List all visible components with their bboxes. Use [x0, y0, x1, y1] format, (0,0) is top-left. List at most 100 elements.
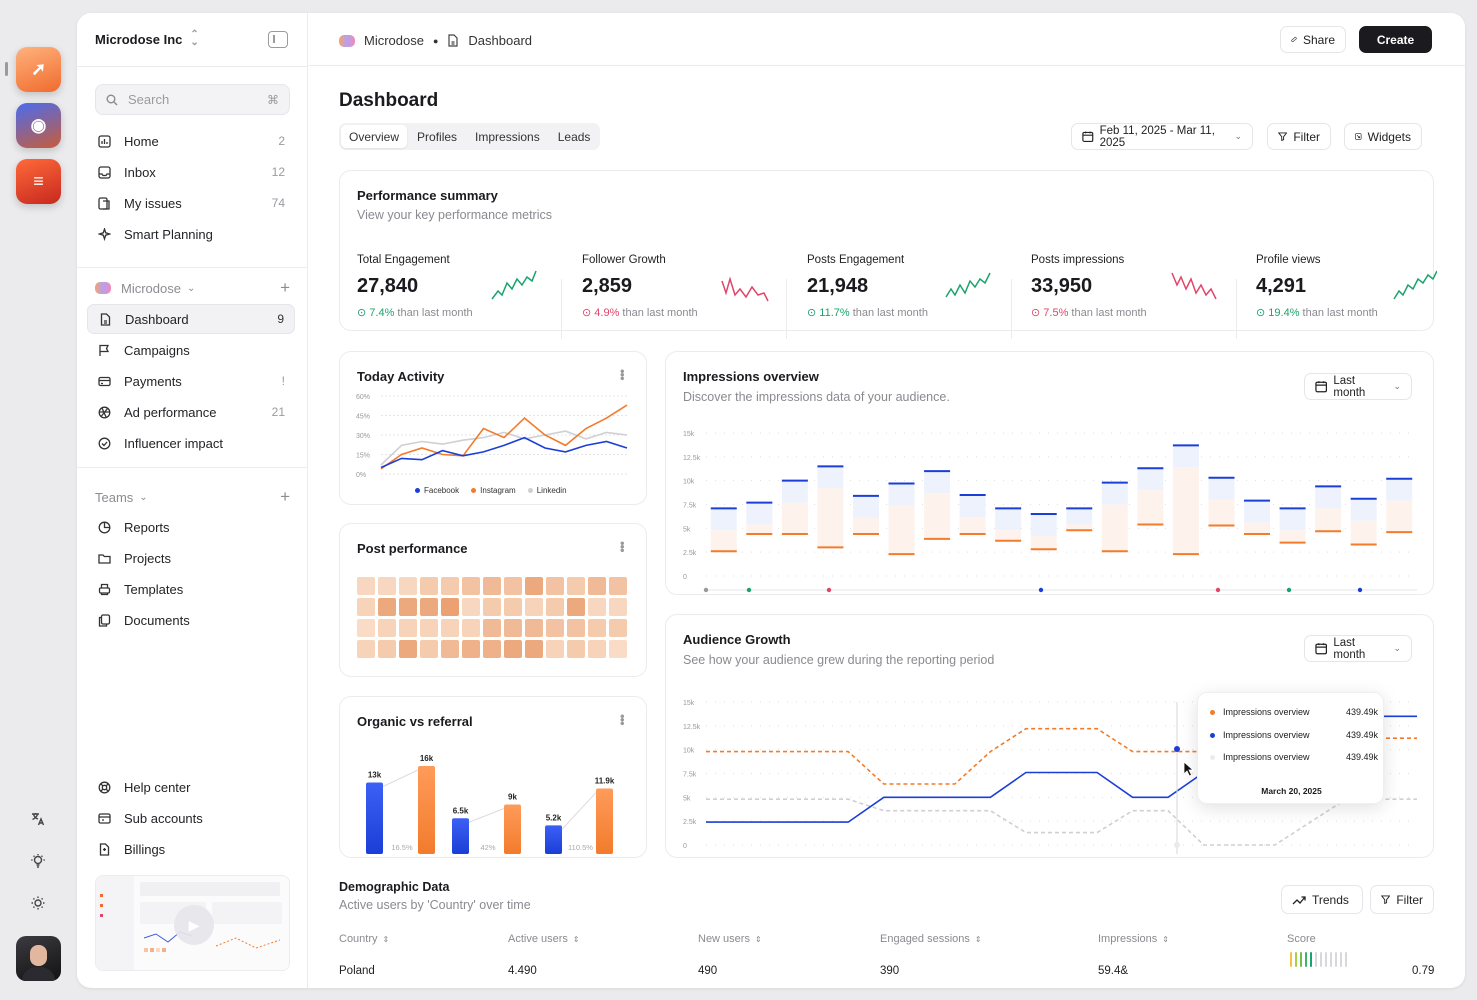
nav-payments[interactable]: Payments ! — [87, 366, 295, 396]
search-icon — [106, 94, 118, 105]
card-subtitle: Discover the impressions data of your au… — [683, 390, 950, 404]
heatmap-cell — [420, 619, 438, 637]
heatmap-cell — [483, 640, 501, 658]
heatmap-cell — [399, 640, 417, 658]
column-impressions[interactable]: Impressions ⇕ — [1098, 933, 1169, 945]
share-button[interactable]: Share — [1280, 26, 1346, 53]
heatmap-cell — [441, 640, 459, 658]
user-avatar[interactable] — [16, 936, 61, 981]
app-window: Microdose Inc ⌃ ⌄ Search ⌘ Home 2 Inbox 1… — [77, 13, 1465, 988]
lightbulb-icon[interactable] — [26, 849, 50, 873]
nav-inbox[interactable]: Inbox 12 — [87, 157, 295, 187]
column-country[interactable]: Country ⇕ — [339, 933, 389, 945]
nav-label: Sub accounts — [124, 810, 203, 826]
date-range-picker[interactable]: Feb 11, 2025 - Mar 11, 2025 ⌄ — [1071, 123, 1253, 150]
tab-impressions[interactable]: Impressions — [475, 129, 540, 144]
nav-smart-planning[interactable]: Smart Planning — [87, 219, 295, 249]
nav-help-center[interactable]: Help center — [87, 772, 295, 802]
filter-icon — [1381, 895, 1391, 905]
more-options-icon[interactable]: ••• — [615, 541, 630, 552]
demographic-subtitle: Active users by 'Country' over time — [339, 898, 531, 912]
app-compass-icon[interactable]: ◉ — [16, 103, 61, 148]
nav-billings[interactable]: Billings — [87, 834, 295, 864]
tab-profiles[interactable]: Profiles — [417, 129, 458, 144]
translate-icon[interactable] — [26, 807, 50, 831]
nav-documents[interactable]: Documents — [87, 605, 295, 635]
impressions-range-select[interactable]: Last month ⌄ — [1304, 373, 1412, 400]
range-fill-blue — [995, 508, 1022, 531]
nav-sub-accounts[interactable]: Sub accounts — [87, 803, 295, 833]
share-label: Share — [1302, 32, 1335, 47]
trends-button[interactable]: Trends — [1281, 885, 1363, 914]
workspace-header[interactable]: Microdose ⌄ + — [95, 278, 290, 298]
widgets-button[interactable]: Widgets — [1344, 123, 1422, 150]
ratio-label: 110.5% — [568, 843, 593, 852]
column-new-users[interactable]: New users ⇕ — [698, 933, 762, 945]
chevron-updown-icon: ⌃ ⌄ — [190, 29, 199, 48]
nav-count: 12 — [271, 165, 285, 179]
tab-leads[interactable]: Leads — [557, 129, 591, 144]
printer-icon — [97, 582, 111, 596]
heatmap-cell — [567, 640, 585, 658]
metric-value: 33,950 — [1031, 275, 1093, 297]
nav-count: 9 — [277, 312, 284, 326]
sun-icon[interactable] — [26, 891, 50, 915]
audience-range-select[interactable]: Last month ⌄ — [1304, 635, 1412, 662]
demographic-filter-button[interactable]: Filter — [1370, 885, 1434, 914]
nav-reports[interactable]: Reports — [87, 512, 295, 542]
heatmap-cell — [567, 577, 585, 595]
tab-overview[interactable]: Overview — [341, 125, 408, 148]
create-button[interactable]: Create — [1359, 26, 1432, 53]
play-icon[interactable]: ▶ — [174, 905, 214, 945]
breadcrumb-root[interactable]: Microdose — [364, 33, 424, 48]
sidebar-collapse-icon[interactable] — [268, 31, 288, 48]
x-axis-marker — [1215, 587, 1221, 593]
search-input[interactable]: Search ⌘ — [95, 84, 290, 115]
issues-icon — [97, 196, 111, 210]
nav-ad-performance[interactable]: Ad performance 21 — [87, 397, 295, 427]
search-shortcut: ⌘ — [267, 92, 279, 107]
metric-value: 2,859 — [582, 275, 633, 297]
teams-header[interactable]: Teams ⌄ + — [95, 487, 290, 507]
app-stripes-icon[interactable]: ≡ — [16, 159, 61, 204]
card-subtitle: View your key performance metrics — [357, 208, 552, 222]
column-score[interactable]: Score — [1287, 933, 1316, 945]
y-tick-label: 15k — [683, 700, 695, 707]
nav-home[interactable]: Home 2 — [87, 126, 295, 156]
divider — [561, 279, 562, 339]
video-preview-thumbnail[interactable]: ▶ — [95, 875, 290, 971]
column-active-users[interactable]: Active users ⇕ — [508, 933, 580, 945]
add-workspace-icon[interactable]: + — [280, 278, 290, 297]
range-fill-orange — [1101, 504, 1128, 552]
range-fill-orange — [1244, 522, 1271, 535]
heatmap-cell — [567, 598, 585, 616]
x-axis-marker — [1357, 587, 1363, 593]
more-options-icon[interactable]: ••• — [615, 369, 630, 380]
heatmap-cell — [483, 598, 501, 616]
nav-my-issues[interactable]: My issues 74 — [87, 188, 295, 218]
range-fill-blue — [959, 494, 986, 517]
org-switcher[interactable]: Microdose Inc ⌃ ⌄ — [95, 29, 199, 48]
more-options-icon[interactable]: ••• — [615, 714, 630, 725]
y-tick-label: 7.5k — [683, 503, 697, 510]
breadcrumb-separator: ● — [432, 35, 439, 46]
series-line-instagram — [380, 404, 628, 470]
legend-instagram: Instagram — [471, 486, 516, 495]
add-team-icon[interactable]: + — [280, 487, 290, 506]
nav-campaigns[interactable]: Campaigns — [87, 335, 295, 365]
nav-influencer-impact[interactable]: Influencer impact — [87, 428, 295, 458]
heatmap-cell — [483, 577, 501, 595]
nav-dashboard[interactable]: Dashboard 9 — [87, 304, 295, 334]
bar-orange — [418, 766, 435, 854]
filter-button[interactable]: Filter — [1267, 123, 1331, 150]
nav-templates[interactable]: Templates — [87, 574, 295, 604]
range-fill-blue — [781, 480, 808, 503]
range-fill-orange — [1137, 490, 1164, 525]
column-engaged-sessions[interactable]: Engaged sessions ⇕ — [880, 933, 982, 945]
metric-change-value: 11.7% — [819, 307, 850, 319]
app-microdose-icon[interactable]: ➚ — [16, 47, 61, 92]
divider — [77, 467, 308, 468]
cell-score: 0.79 — [1412, 965, 1435, 977]
nav-projects[interactable]: Projects — [87, 543, 295, 573]
legend-linkedin: Linkedin — [527, 486, 567, 495]
